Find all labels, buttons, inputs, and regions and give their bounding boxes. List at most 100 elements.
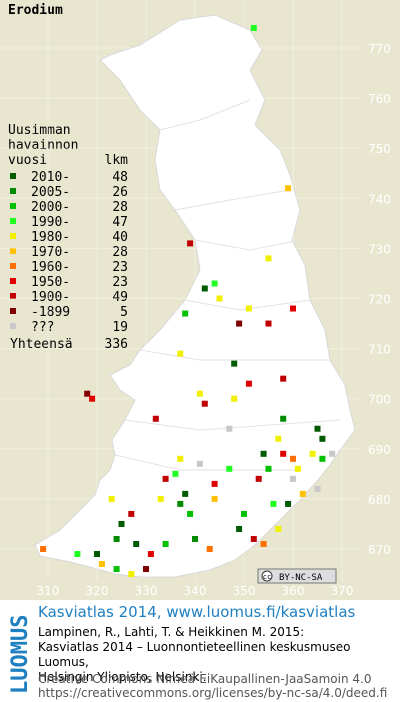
square [319, 435, 326, 442]
square [192, 535, 198, 542]
square [299, 490, 306, 497]
square [314, 425, 321, 432]
legend-label: 1900- [31, 290, 70, 305]
square [128, 571, 135, 578]
legend-count: 28 [112, 200, 128, 215]
legend-label: 2005- [31, 185, 70, 200]
square [280, 450, 287, 457]
legend-heading: Uusimman [8, 123, 71, 138]
square [236, 320, 243, 327]
square [265, 465, 272, 472]
legend-swatch [10, 293, 16, 299]
y-tick-label: 740 [368, 192, 391, 206]
total-label: Yhteensä [10, 337, 73, 352]
square [201, 285, 208, 292]
square [285, 500, 292, 507]
legend-count: 28 [112, 245, 128, 260]
y-tick-label: 710 [368, 343, 391, 357]
legend-label: 1980- [31, 230, 70, 245]
square [133, 540, 140, 547]
legend-count: 23 [112, 275, 128, 290]
legend-swatch [10, 308, 16, 314]
squares [40, 24, 336, 578]
total: 336 [105, 337, 128, 352]
square [290, 305, 296, 312]
square [236, 525, 243, 532]
square [172, 470, 179, 477]
legend-swatch [10, 233, 16, 239]
square [206, 546, 213, 552]
y-tick-label: 690 [368, 443, 391, 457]
x-tick-label: 320 [86, 584, 109, 598]
y-tick-label: 730 [368, 242, 391, 256]
square [187, 510, 194, 517]
square [250, 535, 257, 542]
square [84, 390, 91, 397]
square [177, 350, 184, 357]
square [40, 546, 47, 552]
legend-swatch [10, 278, 16, 284]
x-tick-label: 360 [282, 584, 305, 598]
square [128, 510, 135, 517]
brand-box: LUOMUS [8, 615, 33, 694]
square [162, 475, 169, 482]
legend-count: 48 [112, 170, 128, 185]
y-tick-label: 720 [368, 293, 391, 307]
brand: LUOMUS [8, 615, 33, 694]
legend-swatch [10, 188, 16, 194]
square [157, 495, 164, 502]
legend-label: 2000- [31, 200, 70, 215]
square [147, 551, 154, 558]
square [196, 460, 203, 467]
legend-count: 23 [112, 260, 128, 275]
square [309, 450, 316, 457]
legend-swatch [10, 248, 16, 254]
x-tick-label: 370 [331, 584, 354, 598]
legend-swatch [10, 263, 16, 269]
square [294, 465, 301, 472]
legend-label: 1960- [31, 260, 70, 275]
legend-heading: vuosi [8, 153, 47, 168]
square [231, 395, 238, 402]
legend-swatch [10, 173, 16, 179]
badge-cc: cc [263, 573, 271, 581]
cc-badge: cc BY-NC-SA [257, 568, 337, 584]
square [152, 415, 159, 422]
square [280, 375, 287, 382]
legend-swatch [10, 218, 16, 224]
square [74, 551, 81, 558]
square [211, 280, 218, 287]
square [201, 400, 208, 407]
legend-label: 1970- [31, 245, 70, 260]
borders [114, 99, 341, 471]
square [182, 310, 189, 317]
citation-line: Lampinen, R., Lahti, T. & Heikkinen M. 2… [38, 625, 305, 639]
legend-label: 1990- [31, 215, 70, 230]
y-tick-label: 760 [368, 92, 391, 106]
legend-count: 47 [112, 215, 128, 230]
square [162, 540, 169, 547]
x-tick-label: 310 [37, 584, 60, 598]
square [255, 475, 262, 482]
square [226, 425, 233, 432]
legend-heading: havainnon [8, 138, 78, 153]
y-tick-label: 670 [368, 543, 391, 557]
citation-line: Helsingin Yliopisto, Helsinki. [38, 670, 207, 684]
square [98, 561, 105, 568]
legend-count: 40 [112, 230, 128, 245]
legend-label: 1950- [31, 275, 70, 290]
square [182, 490, 189, 497]
square [241, 510, 247, 517]
square [280, 415, 287, 422]
legend-count: 5 [120, 305, 128, 320]
square [270, 500, 277, 507]
badge-license: BY-NC-SA [279, 573, 323, 583]
square [143, 566, 149, 573]
square [245, 380, 252, 387]
square [275, 435, 282, 442]
square [245, 305, 252, 312]
square [290, 455, 296, 462]
